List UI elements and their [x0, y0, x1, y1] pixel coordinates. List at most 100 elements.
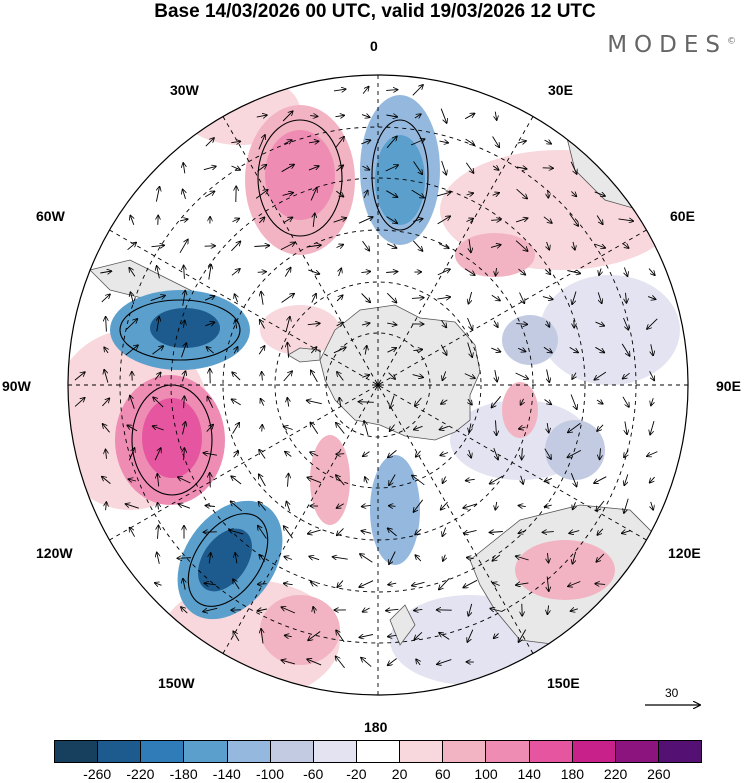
wind-vector [151, 245, 165, 246]
map-boundary [67, 74, 689, 696]
wind-vector [232, 423, 240, 434]
wind-vector [544, 478, 552, 481]
wind-vector [516, 324, 527, 325]
wind-vector [596, 400, 603, 404]
wind-vector [387, 658, 397, 666]
colorbar-tick-label: 260 [647, 766, 671, 782]
wind-vector [414, 631, 423, 639]
wind-vector [336, 190, 343, 197]
wind-vector [600, 448, 601, 459]
colorbar-swatch [485, 741, 529, 762]
wind-vector [624, 474, 628, 485]
wind-vector [622, 372, 630, 379]
wind-vector [362, 375, 369, 378]
wind-vector [337, 580, 344, 588]
wind-vector [234, 347, 238, 354]
logo-text: MODES [607, 32, 727, 58]
wind-vector [651, 344, 653, 355]
wind-vector [333, 218, 347, 223]
wind-vector [129, 527, 135, 537]
wind-vector [412, 375, 424, 378]
wind-vector [154, 448, 161, 461]
wind-vector [495, 370, 497, 382]
colorbar-tick-label: -60 [303, 766, 324, 782]
colorbar-swatch [269, 741, 313, 762]
wind-vector [307, 323, 320, 324]
wind-vector [231, 141, 240, 142]
positive-anomaly-45e [455, 233, 535, 277]
wind-vector [183, 422, 186, 435]
wind-vector [364, 421, 369, 436]
wind-vector [492, 166, 499, 170]
wind-vector [182, 371, 185, 382]
wind-vector [359, 635, 373, 638]
wind-vector [492, 554, 501, 561]
wind-vector [411, 189, 425, 198]
wind-vector [257, 609, 267, 611]
wind-vector [234, 294, 237, 303]
wind-vector [415, 555, 422, 562]
wind-vector [283, 217, 292, 224]
wind-vector [102, 398, 109, 407]
wind-vector [625, 421, 627, 434]
wind-vector [154, 372, 161, 380]
wind-vector [156, 186, 159, 202]
wind-vector [412, 582, 425, 585]
wind-vector [233, 451, 239, 458]
wind-vector [491, 294, 500, 300]
wind-vector [337, 372, 344, 381]
wind-vector [519, 427, 526, 429]
wind-vector [281, 660, 296, 665]
wind-vector [130, 292, 133, 305]
wind-vector [204, 583, 216, 585]
wind-vector [572, 372, 576, 380]
wind-vector [335, 656, 345, 669]
wind-vector [364, 190, 368, 199]
wind-vector [102, 476, 111, 484]
wind-vector [158, 525, 159, 539]
wind-vector [308, 269, 319, 274]
colorbar-swatch [528, 741, 572, 762]
wind-vector [258, 135, 265, 150]
wind-vector [412, 240, 422, 251]
wind-vector [386, 272, 398, 273]
colorbar-tick-label: 140 [517, 766, 541, 782]
wind-vectors [74, 85, 658, 669]
wind-vector [594, 243, 606, 248]
wind-vector [203, 607, 218, 611]
wind-vector [284, 635, 292, 636]
wind-vector [386, 90, 398, 91]
wind-vector [177, 558, 192, 559]
wind-vector [153, 397, 164, 408]
contour-line [119, 299, 241, 361]
wind-vector [361, 293, 371, 303]
wind-vector [230, 501, 242, 512]
wind-vector [130, 395, 135, 409]
wind-vector [466, 558, 474, 559]
wind-vector [468, 398, 472, 405]
wind-vector [413, 349, 422, 350]
wind-vector [183, 578, 185, 590]
wind-vector [515, 556, 529, 561]
wind-vector [492, 583, 500, 586]
wind-vector [597, 424, 604, 431]
wind-vector [307, 659, 322, 666]
wind-vector [547, 369, 550, 383]
colorbar-swatch [55, 741, 98, 762]
wind-vector [464, 373, 475, 379]
wind-vector [571, 191, 576, 196]
wind-vector [235, 553, 237, 564]
wind-vector [415, 397, 422, 406]
wind-vector [258, 526, 267, 539]
wind-vector [544, 140, 552, 144]
wind-vector [181, 607, 188, 614]
wind-vector [157, 552, 160, 564]
wind-vector [389, 474, 396, 486]
colorbar-tick-label: -100 [255, 766, 285, 782]
wind-vector [439, 633, 450, 640]
wind-vector [410, 139, 425, 146]
contour-line [257, 119, 343, 237]
wind-vector [412, 85, 423, 96]
wind-vector [158, 503, 159, 510]
wind-vector [412, 219, 423, 222]
